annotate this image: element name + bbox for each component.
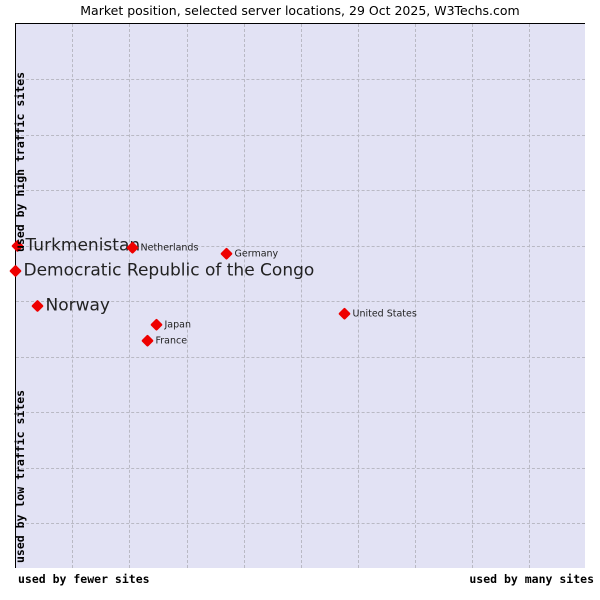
gridline-horizontal bbox=[16, 135, 585, 136]
data-point-label: Japan bbox=[164, 319, 192, 331]
diamond-marker-icon bbox=[337, 307, 351, 321]
y-axis-label-low-traffic: used by low traffic sites bbox=[13, 389, 27, 563]
gridline-horizontal bbox=[16, 357, 585, 358]
data-point[interactable]: Germany bbox=[219, 247, 279, 261]
data-point[interactable]: Japan bbox=[149, 318, 192, 332]
gridline-horizontal bbox=[16, 301, 585, 302]
gridline-horizontal bbox=[16, 468, 585, 469]
gridline-vertical bbox=[415, 24, 416, 568]
gridline-vertical bbox=[244, 24, 245, 568]
data-point-label: Norway bbox=[45, 295, 111, 316]
gridline-horizontal bbox=[16, 412, 585, 413]
data-point[interactable]: Turkmenistan bbox=[10, 235, 141, 256]
data-point-label: Turkmenistan bbox=[25, 235, 141, 256]
gridline-vertical bbox=[358, 24, 359, 568]
data-point-label: Germany bbox=[234, 248, 279, 260]
gridline-horizontal bbox=[16, 79, 585, 80]
data-point[interactable]: Democratic Republic of the Congo bbox=[8, 260, 315, 281]
y-axis-label-high-traffic: used by high traffic sites bbox=[13, 71, 27, 252]
gridline-horizontal bbox=[16, 246, 585, 247]
diamond-marker-icon bbox=[140, 334, 154, 348]
data-point[interactable]: Norway bbox=[30, 295, 111, 316]
gridline-vertical bbox=[472, 24, 473, 568]
data-point[interactable]: United States bbox=[337, 307, 417, 321]
data-point[interactable]: Netherlands bbox=[125, 241, 199, 255]
plot-area: Turkmenistan Democratic Republic of the C… bbox=[8, 23, 585, 568]
diamond-marker-icon bbox=[8, 264, 22, 278]
gridline-vertical bbox=[529, 24, 530, 568]
x-axis-label-many-sites: used by many sites bbox=[469, 572, 594, 586]
x-axis-label-fewer-sites: used by fewer sites bbox=[18, 572, 150, 586]
diamond-marker-icon bbox=[219, 247, 233, 261]
gridline-vertical bbox=[129, 24, 130, 568]
data-point-label: United States bbox=[352, 308, 417, 320]
gridline-vertical bbox=[72, 24, 73, 568]
gridline-vertical bbox=[301, 24, 302, 568]
chart-title: Market position, selected server locatio… bbox=[80, 3, 520, 18]
data-point-label: Democratic Republic of the Congo bbox=[23, 260, 315, 281]
diamond-marker-icon bbox=[125, 241, 139, 255]
diamond-marker-icon bbox=[149, 318, 163, 332]
data-point-label: France bbox=[155, 335, 188, 347]
gridline-horizontal bbox=[16, 523, 585, 524]
data-point[interactable]: France bbox=[140, 334, 188, 348]
gridline-horizontal bbox=[16, 190, 585, 191]
data-point-label: Netherlands bbox=[140, 242, 199, 254]
diamond-marker-icon bbox=[30, 299, 44, 313]
gridline-vertical bbox=[187, 24, 188, 568]
